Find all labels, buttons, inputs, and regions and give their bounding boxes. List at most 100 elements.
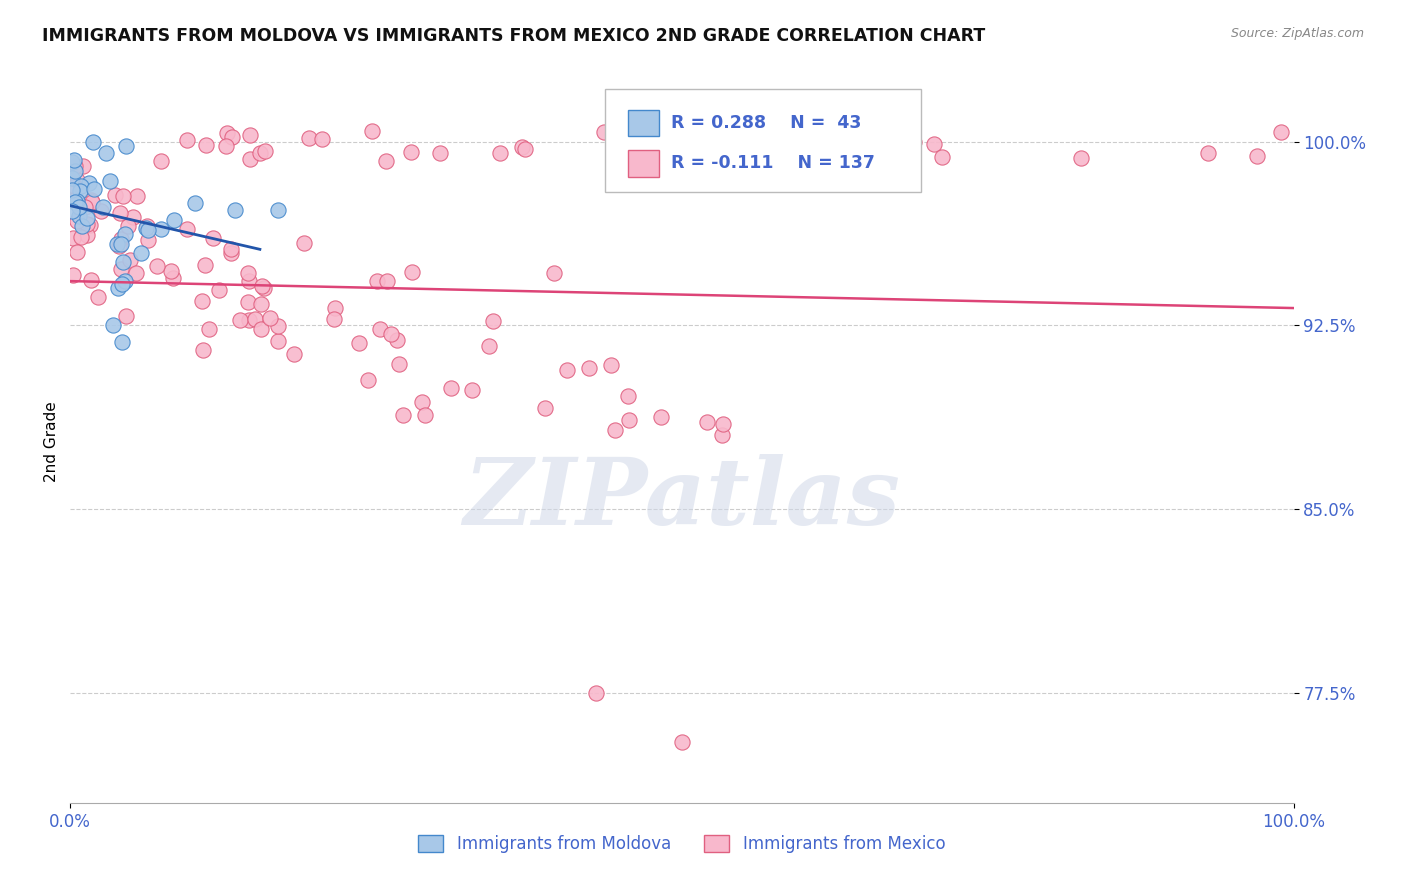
Point: [238, 313, 260, 327]
Point: [243, 312, 266, 326]
Point: [399, 145, 422, 160]
Point: [63, 193, 86, 207]
Point: [67, 200, 90, 214]
Point: [592, 125, 614, 139]
Text: ZIPatlas: ZIPatlas: [464, 454, 900, 544]
Point: [368, 321, 391, 335]
Point: [77, 176, 100, 190]
Point: [114, 227, 136, 241]
Point: [619, 413, 641, 427]
Point: [239, 152, 262, 166]
Y-axis label: 2nd Grade: 2nd Grade: [44, 401, 59, 482]
Point: [62, 230, 84, 244]
Point: [392, 408, 415, 422]
Point: [91, 200, 114, 214]
Point: [82, 195, 104, 210]
Point: [107, 281, 129, 295]
Point: [215, 138, 238, 153]
Point: [283, 346, 305, 360]
Point: [60, 170, 83, 185]
Point: [228, 313, 250, 327]
Point: [111, 335, 134, 350]
Point: [671, 734, 693, 748]
Point: [585, 685, 607, 699]
Text: Source: ZipAtlas.com: Source: ZipAtlas.com: [1230, 27, 1364, 40]
Point: [266, 334, 288, 348]
Point: [724, 129, 747, 144]
Point: [110, 236, 132, 251]
Point: [194, 137, 217, 152]
Point: [557, 363, 579, 377]
Point: [101, 318, 124, 333]
Point: [219, 246, 242, 260]
Point: [76, 228, 98, 243]
Point: [110, 262, 132, 277]
Point: [66, 172, 89, 186]
Point: [124, 266, 146, 280]
Point: [253, 144, 276, 158]
Point: [184, 195, 207, 210]
Point: [70, 229, 93, 244]
Point: [70, 219, 93, 233]
Point: [711, 417, 734, 432]
Point: [380, 327, 402, 342]
Point: [239, 128, 262, 143]
Point: [267, 203, 290, 218]
Point: [322, 311, 344, 326]
Point: [219, 242, 242, 256]
Point: [749, 152, 772, 166]
Point: [163, 213, 186, 227]
Point: [135, 219, 157, 233]
Point: [63, 179, 86, 194]
Point: [401, 265, 423, 279]
Point: [221, 130, 243, 145]
Point: [429, 146, 451, 161]
Point: [1070, 151, 1092, 165]
Point: [60, 155, 83, 169]
Point: [267, 318, 290, 333]
Text: R = 0.288    N =  43: R = 0.288 N = 43: [671, 114, 860, 132]
Point: [98, 173, 121, 187]
Point: [149, 221, 172, 235]
Point: [931, 150, 953, 164]
Point: [323, 301, 346, 315]
Point: [440, 381, 463, 395]
Point: [253, 281, 276, 295]
Point: [600, 358, 623, 372]
Legend: Immigrants from Moldova, Immigrants from Mexico: Immigrants from Moldova, Immigrants from…: [412, 828, 952, 860]
Point: [413, 408, 436, 422]
Point: [388, 357, 411, 371]
Point: [297, 131, 319, 145]
Point: [162, 271, 184, 285]
Point: [176, 221, 198, 235]
Point: [115, 309, 138, 323]
Point: [63, 163, 86, 178]
Point: [111, 255, 134, 269]
Point: [111, 277, 134, 291]
Point: [1270, 125, 1292, 139]
Point: [76, 217, 98, 231]
Point: [710, 428, 733, 442]
Point: [903, 135, 925, 149]
Point: [114, 274, 136, 288]
Point: [69, 185, 91, 199]
Point: [117, 219, 139, 233]
Point: [603, 423, 626, 437]
Point: [191, 343, 214, 358]
Point: [136, 223, 159, 237]
Point: [1197, 146, 1219, 161]
Point: [108, 206, 131, 220]
Point: [1246, 149, 1268, 163]
Point: [60, 204, 83, 219]
Point: [366, 274, 388, 288]
Point: [121, 211, 143, 225]
Point: [238, 275, 260, 289]
Point: [249, 146, 271, 161]
Point: [82, 135, 104, 149]
Point: [215, 126, 238, 140]
Point: [135, 220, 157, 235]
Point: [543, 266, 565, 280]
Point: [79, 218, 101, 232]
Point: [83, 182, 105, 196]
Point: [292, 236, 315, 251]
